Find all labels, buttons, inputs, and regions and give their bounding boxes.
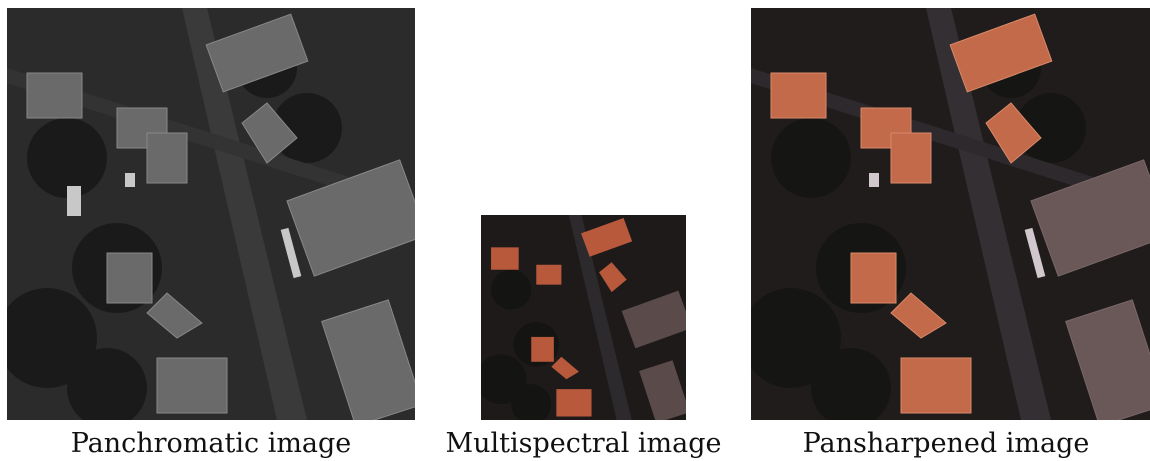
panchromatic-image (7, 8, 415, 420)
multispectral-panel (481, 215, 686, 420)
multispectral-caption: Multispectral image (445, 428, 722, 459)
panchromatic-caption: Panchromatic image (70, 428, 352, 459)
panchromatic-panel (7, 8, 415, 420)
pansharpened-panel (751, 8, 1150, 420)
multispectral-image (481, 215, 686, 420)
pansharpened-image (751, 8, 1150, 420)
pansharpened-caption: Pansharpened image (802, 428, 1090, 459)
